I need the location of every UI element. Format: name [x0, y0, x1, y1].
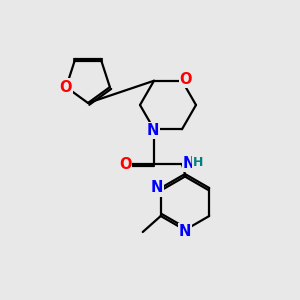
Text: N: N	[151, 181, 163, 196]
Text: N: N	[147, 123, 159, 138]
Text: O: O	[59, 80, 71, 94]
Text: O: O	[119, 157, 131, 172]
Text: O: O	[180, 72, 192, 87]
Text: H: H	[193, 156, 203, 169]
Text: N: N	[183, 156, 195, 171]
Text: N: N	[179, 224, 191, 239]
